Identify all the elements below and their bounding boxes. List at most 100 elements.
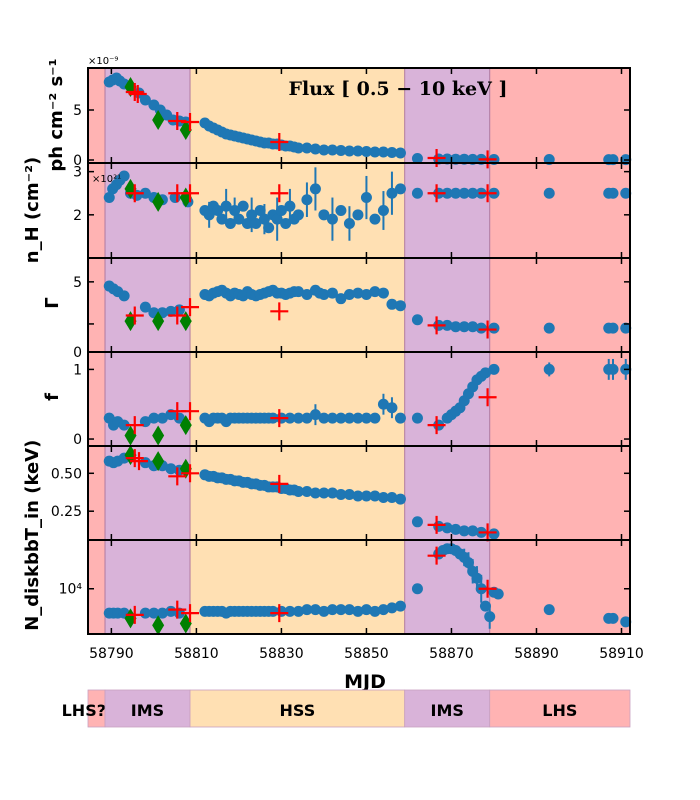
- gamma-nicer-point: [168, 306, 187, 325]
- gamma-swift-point: [488, 322, 500, 334]
- ndisk-nicer-point: [427, 546, 446, 565]
- f-swift-point: [318, 412, 330, 424]
- nh-swift-point: [139, 187, 151, 199]
- ndisk-astrosat-point: [124, 608, 137, 629]
- gamma-swift-point: [607, 322, 619, 334]
- nh-swift-point: [118, 170, 130, 182]
- gamma-swift-point: [139, 301, 151, 313]
- flux-nicer-point: [270, 133, 289, 151]
- ndisk-swift-point: [360, 604, 372, 616]
- f-swift-point: [479, 367, 491, 379]
- gamma-nicer-point: [125, 306, 144, 325]
- tin-astrosat-point: [152, 451, 165, 472]
- ndisk-swift-point: [309, 604, 321, 616]
- x-tick-label: 58850: [344, 646, 389, 662]
- tin-swift-point: [467, 525, 479, 537]
- flux-swift-point: [352, 145, 364, 157]
- nh-swift-point: [543, 187, 555, 199]
- flux-swift-point: [318, 144, 330, 156]
- ndisk-swift-point: [343, 604, 355, 616]
- x-tick-label: 58910: [599, 646, 644, 662]
- gamma-swift-point: [620, 322, 632, 334]
- gamma-swift-point: [386, 298, 398, 310]
- f-swift-point: [543, 363, 555, 375]
- nh-swift-point: [233, 213, 245, 225]
- flux-nicer-point: [181, 113, 200, 131]
- ndisk-swift-point: [484, 611, 496, 623]
- f-swift-point: [488, 363, 500, 375]
- nh-swift-point: [352, 209, 364, 221]
- nh-swift-point: [284, 200, 296, 212]
- tin-swift-point: [139, 457, 151, 469]
- gamma-swift-point: [475, 322, 487, 334]
- nh-swift-point: [309, 183, 321, 195]
- gamma-astrosat-point: [152, 311, 165, 332]
- tin-swift-point: [377, 492, 389, 504]
- nh-swift-point: [441, 187, 453, 199]
- f-swift-point: [292, 412, 304, 424]
- state-box-lhs: [489, 689, 631, 728]
- ndisk-swift-point: [386, 602, 398, 614]
- state-bar: LHS? IMS HSS IMS LHS: [62, 689, 631, 728]
- gamma-swift-point: [352, 287, 364, 299]
- tin-swift-point: [335, 489, 347, 501]
- nh-swift-point: [275, 205, 287, 216]
- nh-swift-point: [224, 217, 236, 229]
- flux-swift-point: [441, 153, 453, 165]
- flux-swift-point: [326, 144, 338, 156]
- f-swift-point: [352, 412, 364, 424]
- f-swift-point: [386, 402, 398, 414]
- ndisk-astrosat-point: [152, 615, 165, 636]
- f-swift-point: [369, 412, 381, 424]
- ndisk-swift-point: [394, 600, 406, 612]
- nh-ylabel: n_H (cm⁻²): [22, 157, 43, 263]
- nh-swift-point: [263, 222, 275, 234]
- tin-swift-point: [394, 493, 406, 505]
- f-swift-point: [326, 412, 338, 424]
- gamma-ylabel: Γ: [42, 297, 63, 308]
- x-tick-label: 58790: [89, 646, 134, 662]
- flux-swift-point: [394, 147, 406, 159]
- nh-swift-point: [271, 213, 283, 225]
- gamma-swift-point: [343, 288, 355, 300]
- gamma-swift-point: [360, 288, 372, 300]
- x-axis-label: MJD: [344, 671, 386, 693]
- gamma-swift-point: [165, 305, 177, 317]
- nh-swift-point: [212, 205, 224, 216]
- ndisk-swift-point: [352, 605, 364, 617]
- flux-ylabel: ph cm⁻² s⁻¹: [46, 58, 67, 171]
- gamma-swift-point: [118, 290, 130, 302]
- gamma-nicer-point: [270, 302, 289, 321]
- ndisk-ylabel: N_diskbb: [22, 539, 43, 631]
- f-nicer-point: [427, 416, 446, 435]
- f-swift-point: [343, 412, 355, 424]
- tin-swift-point: [386, 492, 398, 504]
- f-nicer-point: [478, 388, 497, 407]
- tin-swift-point: [488, 528, 500, 540]
- tin-swift-point: [165, 463, 177, 475]
- ndisk-swift-point: [543, 604, 555, 616]
- gamma-swift-point: [543, 322, 555, 334]
- flux-swift-point: [369, 146, 381, 158]
- ndisk-swift-point: [148, 607, 160, 619]
- f-swift-point: [156, 412, 168, 424]
- ndisk-ytick-label: 10⁴: [59, 582, 83, 598]
- gamma-swift-point: [377, 287, 389, 299]
- gamma-swift-point: [394, 300, 406, 312]
- nh-swift-point: [254, 205, 266, 216]
- ndisk-swift-point: [462, 557, 474, 569]
- flux-ytick-label: 5: [73, 103, 82, 119]
- tin-ylabel: T_in (keV): [22, 440, 43, 541]
- flux-swift-point: [335, 145, 347, 156]
- ndisk-nicer-point: [125, 605, 144, 624]
- tin-swift-point: [326, 487, 338, 499]
- nh-swift-point: [411, 187, 423, 199]
- nh-nicer-point: [270, 184, 289, 203]
- nh-swift-point: [301, 194, 313, 206]
- nh-ytick-label: 2: [73, 208, 82, 224]
- f-swift-point: [148, 412, 160, 424]
- ndisk-nicer-point: [478, 579, 497, 598]
- nh-swift-point: [343, 217, 355, 229]
- ndisk-swift-point: [156, 607, 168, 619]
